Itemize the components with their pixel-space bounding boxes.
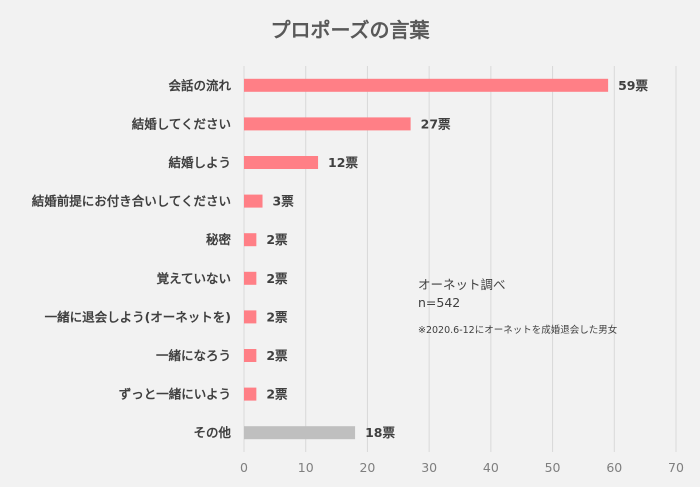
- category-label: 一緒になろう: [156, 348, 231, 363]
- x-tick-label: 60: [606, 460, 622, 475]
- value-label: 2票: [266, 271, 288, 286]
- category-label: 会話の流れ: [168, 78, 231, 93]
- bars: [244, 78, 609, 440]
- x-tick-label: 70: [668, 460, 684, 475]
- x-tick-label: 30: [421, 460, 437, 475]
- value-label: 2票: [266, 387, 288, 402]
- annotation: オーネット調べ n=542 ※2020.6-12にオーネットを成婚退会した男女: [418, 277, 617, 336]
- x-tick-label: 0: [240, 460, 248, 475]
- category-label: 結婚前提にお付き合いしてください: [32, 194, 231, 209]
- survey-footnote: ※2020.6-12にオーネットを成婚退会した男女: [418, 324, 617, 336]
- source-note: オーネット調べ: [418, 277, 506, 292]
- bar: [244, 426, 356, 440]
- category-label: 覚えていない: [157, 271, 231, 286]
- value-label: 2票: [266, 309, 288, 324]
- bar: [244, 349, 257, 362]
- x-tick-label: 10: [298, 460, 314, 475]
- category-label: 結婚してください: [132, 116, 231, 131]
- bar: [244, 271, 257, 285]
- value-label: 3票: [273, 194, 295, 209]
- bar: [244, 117, 411, 131]
- category-label: 一緒に退会しよう(オーネットを): [45, 309, 231, 324]
- category-label: ずっと一緒にいよう: [119, 387, 231, 402]
- value-label: 59票: [618, 78, 648, 93]
- value-label: 18票: [365, 425, 395, 440]
- category-label: 結婚しよう: [168, 155, 231, 170]
- sample-size-note: n=542: [418, 295, 460, 310]
- category-label: 秘密: [206, 232, 232, 247]
- value-labels: 59票 27票 12票 3票 2票 2票 2票 2票 2票 18票: [266, 78, 648, 440]
- bar: [244, 310, 257, 324]
- x-tick-label: 40: [483, 460, 499, 475]
- x-tick-label: 50: [545, 460, 561, 475]
- value-label: 2票: [266, 348, 288, 363]
- chart-title: プロポーズの言葉: [271, 18, 431, 42]
- bar: [244, 194, 263, 208]
- category-label: その他: [193, 425, 231, 440]
- category-labels: 会話の流れ結婚してください結婚しよう結婚前提にお付き合いしてください秘密覚えてい…: [32, 78, 232, 440]
- value-label: 27票: [421, 116, 451, 131]
- bar: [244, 233, 257, 247]
- value-label: 12票: [328, 155, 358, 170]
- bar: [244, 78, 609, 92]
- x-tick-label: 20: [359, 460, 375, 475]
- bar: [244, 387, 257, 401]
- x-axis-ticks: 0 10 20 30 40 50 60 70: [240, 460, 684, 475]
- value-label: 2票: [266, 232, 288, 247]
- bar: [244, 156, 319, 169]
